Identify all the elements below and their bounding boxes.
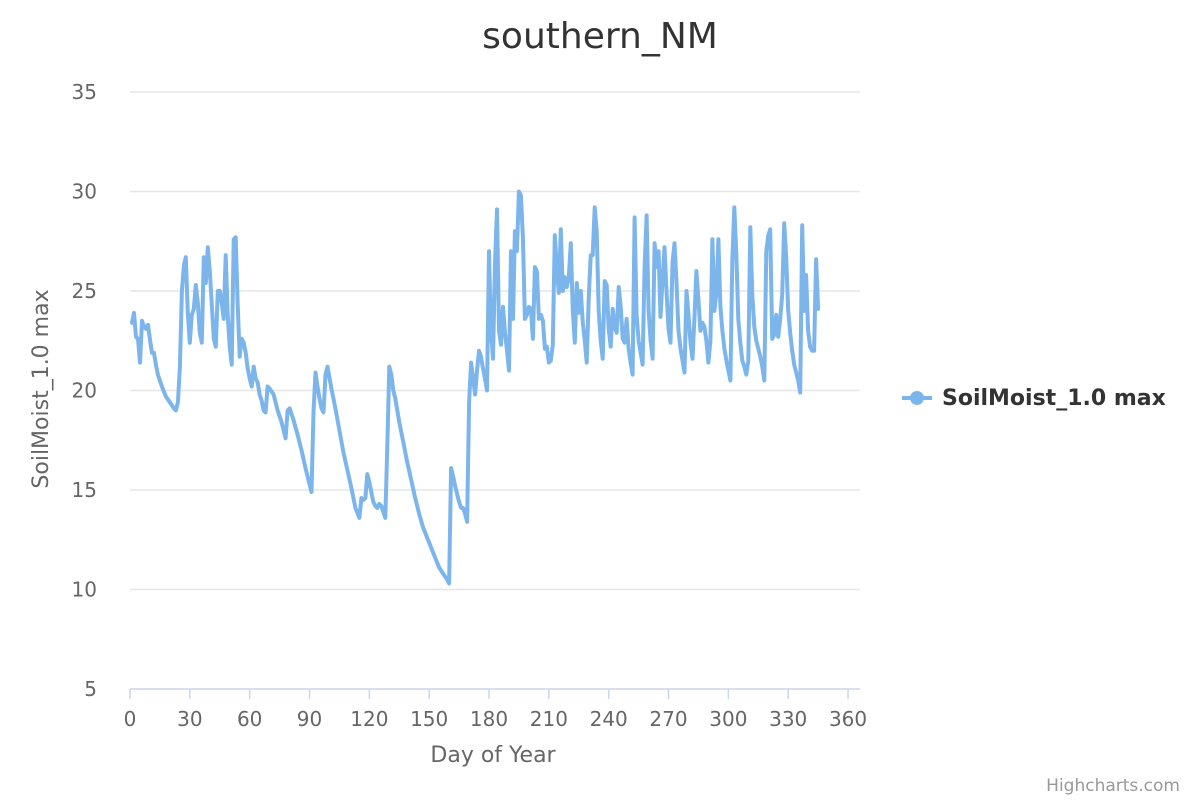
y-tick-label: 30 — [72, 180, 97, 204]
x-tick-label: 120 — [350, 707, 388, 731]
grid-lines — [130, 91, 860, 591]
credits-link[interactable]: Highcharts.com — [1046, 776, 1180, 796]
y-tick-label: 25 — [72, 279, 97, 303]
x-tick-label: 360 — [829, 707, 867, 731]
y-tick-label: 15 — [72, 478, 97, 502]
y-tick-label: 5 — [84, 677, 97, 701]
x-tick-label: 0 — [124, 707, 137, 731]
x-tick-label: 240 — [590, 707, 628, 731]
x-tick-label: 180 — [470, 707, 508, 731]
x-tick-label: 210 — [530, 707, 568, 731]
x-axis-title: Day of Year — [430, 743, 556, 768]
x-tick-label: 150 — [410, 707, 448, 731]
y-tick-label: 10 — [72, 578, 97, 602]
chart-title: southern_NM — [482, 16, 718, 57]
legend[interactable]: SoilMoist_1.0 max — [902, 386, 1166, 411]
y-axis-title: SoilMoist_1.0 max — [29, 289, 54, 488]
series-layer — [130, 189, 821, 586]
y-tick-label: 20 — [72, 379, 97, 403]
x-axis: 0 30 60 90 120 150 180 210 240 270 300 330 360 — [124, 688, 867, 731]
x-tick-label: 60 — [237, 707, 262, 731]
legend-item-label[interactable]: SoilMoist_1.0 max — [942, 386, 1166, 411]
x-tick-label: 330 — [769, 707, 807, 731]
x-tick-label: 30 — [177, 707, 202, 731]
y-axis-ticks: 5 10 15 20 25 30 35 — [72, 80, 97, 701]
y-tick-label: 35 — [72, 80, 97, 104]
x-tick-label: 300 — [709, 707, 747, 731]
x-tick-label: 270 — [649, 707, 687, 731]
series-line-0 — [130, 189, 821, 586]
x-tick-label: 90 — [297, 707, 322, 731]
legend-dot-marker — [910, 391, 924, 405]
